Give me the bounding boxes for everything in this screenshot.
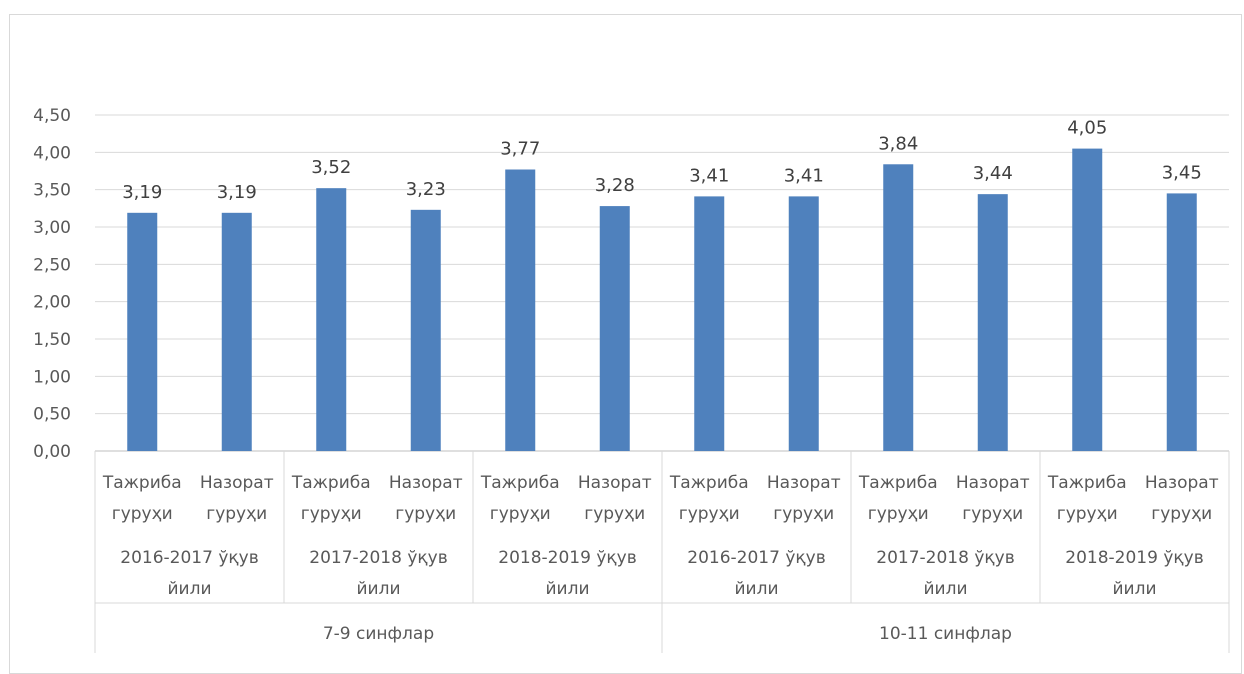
year-group-label: йили [734,579,778,599]
year-group-label: 2018-2019 ўқув [498,548,636,568]
data-label: 3,44 [973,163,1013,184]
category-label: Тажриба [102,473,182,493]
year-group-label: йили [1112,579,1156,599]
year-group-label: 2016-2017 ўқув [687,548,825,568]
category-label: Тажриба [480,473,560,493]
category-label: Тажриба [858,473,938,493]
category-label: Назорат [1145,473,1219,493]
y-tick-label: 4,50 [33,106,71,126]
category-label: Назорат [389,473,463,493]
bar [1166,193,1197,451]
data-label: 3,45 [1162,162,1202,183]
y-tick-label: 2,50 [33,255,71,275]
bar [694,196,725,451]
bar [127,212,158,451]
bar [977,194,1008,451]
data-label: 3,52 [311,157,351,178]
year-group-label: 2016-2017 ўқув [120,548,258,568]
year-group-label: 2017-2018 ўқув [309,548,447,568]
year-group-label: йили [167,579,211,599]
bar-chart: 0,00 0,50 1,00 1,50 2,00 2,50 3,00 3,50 4,00 4,50… [33,106,1230,653]
category-label: Назорат [956,473,1030,493]
year-group-label: йили [923,579,967,599]
category-label: Тажриба [669,473,749,493]
data-label: 4,05 [1067,118,1107,139]
bar [1072,148,1103,451]
data-label: 3,23 [406,179,446,200]
data-label: 3,41 [689,165,729,186]
bar [410,209,441,451]
data-label: 3,19 [217,182,257,203]
category-label: Назорат [578,473,652,493]
y-tick-label: 1,00 [33,367,71,387]
category-label: гуруҳи [962,504,1023,524]
y-tick-label: 3,50 [33,181,71,201]
bar [316,188,347,451]
year-group-label: 2018-2019 ўқув [1065,548,1203,568]
class-group-label: 10-11 синфлар [879,624,1012,644]
data-labels: 3,19 3,19 3,52 3,23 3,77 3,28 3,41 3,41 3,84 3,44… [122,118,1202,203]
category-label: Тажриба [291,473,371,493]
y-tick-label: 3,00 [33,218,71,238]
category-label: гуруҳи [395,504,456,524]
data-label: 3,19 [122,182,162,203]
year-group-label: йили [545,579,589,599]
year-group-label: йили [356,579,400,599]
x-axis-categories: Тажриба гуруҳи Назорат гуруҳи Тажриба гуруҳи Н… [102,473,1219,644]
year-group-label: 2017-2018 ўқув [876,548,1014,568]
gridlines [94,114,1230,653]
data-label: 3,41 [784,165,824,186]
category-label: гуруҳи [490,504,551,524]
y-tick-label: 2,00 [33,293,71,313]
bar [788,196,819,451]
category-label: гуруҳи [112,504,173,524]
bar [505,169,536,452]
data-label: 3,84 [878,133,918,154]
category-label: Назорат [200,473,274,493]
data-label: 3,28 [595,175,635,196]
y-axis-ticks: 0,00 0,50 1,00 1,50 2,00 2,50 3,00 3,50 4,00 4,50 [33,106,71,462]
y-tick-label: 0,50 [33,405,71,425]
y-tick-label: 1,50 [33,330,71,350]
category-label: гуруҳи [773,504,834,524]
category-label: гуруҳи [679,504,740,524]
category-label: гуруҳи [584,504,645,524]
data-label: 3,77 [500,139,540,160]
category-label: Тажриба [1047,473,1127,493]
category-label: гуруҳи [301,504,362,524]
category-label: гуруҳи [1151,504,1212,524]
y-tick-label: 4,00 [33,143,71,163]
category-label: Назорат [767,473,841,493]
bar [221,212,252,451]
bars [127,148,1197,452]
class-group-label: 7-9 синфлар [323,624,434,644]
y-tick-label: 0,00 [33,442,71,462]
category-label: гуруҳи [1057,504,1118,524]
category-label: гуруҳи [206,504,267,524]
bar [883,164,914,451]
category-label: гуруҳи [868,504,929,524]
bar [599,206,630,451]
